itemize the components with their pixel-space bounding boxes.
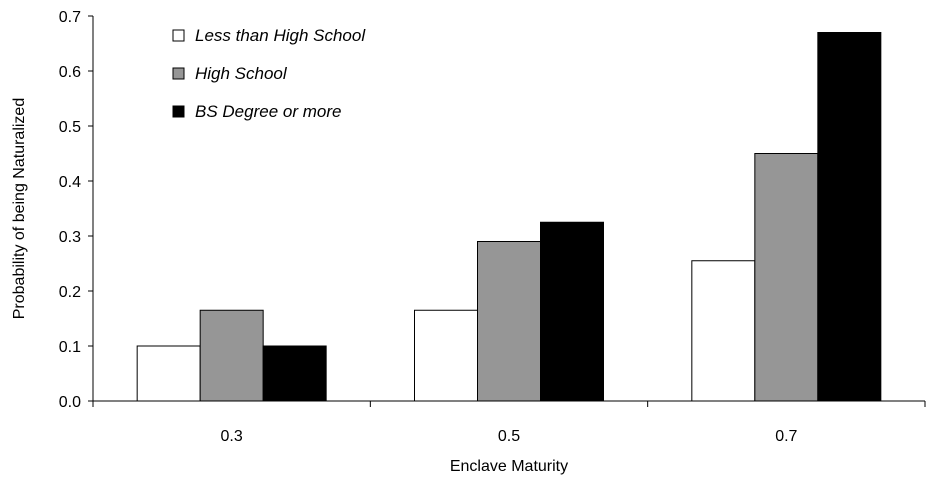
x-tick-label: 0.5 xyxy=(498,428,520,445)
x-tick-label: 0.7 xyxy=(775,428,797,445)
y-ticks-group: 0.0 0.1 0.2 0.3 0.4 0.5 0.6 0.7 xyxy=(59,9,93,411)
x-ticks-group: 0.3 0.5 0.7 xyxy=(92,401,926,445)
bar-bs-degree-or-more-0.3 xyxy=(262,345,327,402)
bar-high-school-0.3 xyxy=(199,309,264,402)
bars-group xyxy=(136,32,882,402)
x-axis-title: Enclave Maturity xyxy=(450,458,568,475)
bar-high-school-0.7 xyxy=(754,153,819,402)
bar-bs-degree-or-more-0.7 xyxy=(817,32,882,402)
y-tick-label: 0.4 xyxy=(59,174,81,191)
y-tick-label: 0.5 xyxy=(59,119,81,136)
legend-swatch xyxy=(172,105,185,118)
axes-group xyxy=(92,16,925,402)
y-tick-label: 0.3 xyxy=(59,229,81,246)
legend-swatch xyxy=(172,67,185,80)
bar-less-than-high-school-0.5 xyxy=(414,309,478,402)
y-tick-label: 0.0 xyxy=(59,394,81,411)
y-tick-label: 0.7 xyxy=(59,9,81,26)
bar-high-school-0.5 xyxy=(477,241,541,402)
y-tick-label: 0.2 xyxy=(59,284,81,301)
legend: Less than High School High School BS Degre… xyxy=(172,26,366,121)
bar-less-than-high-school-0.7 xyxy=(691,260,756,402)
legend-swatch xyxy=(172,29,185,42)
y-axis-title: Probability of being Naturalized xyxy=(11,98,28,319)
x-tick-label: 0.3 xyxy=(221,428,243,445)
y-tick-label: 0.1 xyxy=(59,339,81,356)
legend-label: High School xyxy=(195,64,288,83)
bar-bs-degree-or-more-0.5 xyxy=(540,221,604,402)
legend-label: BS Degree or more xyxy=(195,102,341,121)
y-tick-label: 0.6 xyxy=(59,64,81,81)
bar-less-than-high-school-0.3 xyxy=(136,345,201,402)
legend-label: Less than High School xyxy=(195,26,366,45)
